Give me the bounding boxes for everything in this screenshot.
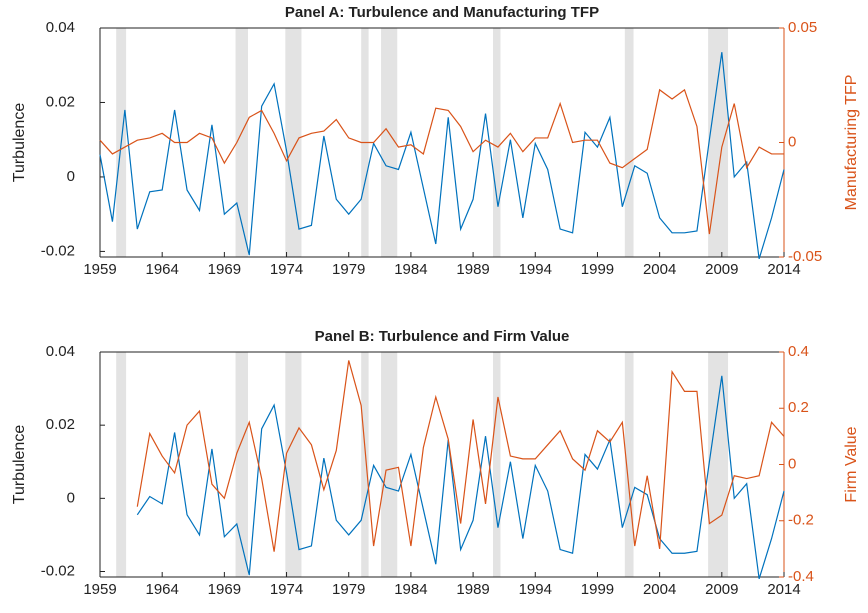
y-axis-label: Turbulence [11, 103, 28, 183]
x-tick-label: 1994 [519, 261, 552, 278]
recession-band [708, 28, 729, 257]
x-tick-label: 1979 [332, 261, 365, 278]
recession-band [624, 352, 634, 577]
x-tick-label: 1974 [270, 261, 303, 278]
series-line [136, 360, 785, 552]
series-line [99, 52, 785, 260]
y2-tick-label: 0.05 [788, 19, 817, 36]
y-tick-label: 0.02 [46, 93, 75, 110]
recession-band [285, 28, 302, 257]
y-tick-label: 0 [67, 489, 75, 506]
y2-tick-label: -0.05 [788, 248, 822, 265]
x-tick-label: 1979 [332, 581, 365, 598]
x-tick-label: 1994 [519, 581, 552, 598]
recession-band [492, 28, 501, 257]
x-tick-label: 1999 [581, 261, 614, 278]
y2-tick-label: -0.4 [788, 568, 814, 585]
y2-tick-label: 0.4 [788, 343, 809, 360]
x-tick-label: 1989 [456, 261, 489, 278]
series-line [99, 88, 784, 235]
y2-tick-label: 0.2 [788, 399, 809, 416]
y-axis-label: Turbulence [11, 425, 28, 505]
y2-tick-label: 0 [788, 455, 796, 472]
y-tick-label: 0 [67, 168, 75, 185]
x-tick-label: 1964 [145, 581, 178, 598]
x-tick-label: 2004 [643, 261, 676, 278]
y2-tick-label: -0.2 [788, 512, 814, 529]
recession-band [235, 28, 248, 257]
recession-band [381, 352, 398, 577]
y-tick-label: 0.04 [46, 343, 75, 360]
chart-title: Panel B: Turbulence and Firm Value [315, 328, 570, 345]
recession-band [381, 28, 398, 257]
x-tick-label: 2009 [705, 261, 738, 278]
x-tick-label: 1999 [581, 581, 614, 598]
x-tick-label: 1974 [270, 581, 303, 598]
x-tick-label: 1959 [83, 581, 116, 598]
x-tick-label: 1984 [394, 261, 427, 278]
recession-band [116, 352, 127, 577]
y-tick-label: -0.02 [41, 562, 75, 579]
y2-axis-label: Firm Value [843, 426, 860, 502]
x-tick-label: 1959 [83, 261, 116, 278]
y-tick-label: 0.04 [46, 19, 75, 36]
recession-band [235, 352, 248, 577]
recession-band [492, 352, 501, 577]
x-tick-label: 1964 [145, 261, 178, 278]
x-tick-label: 1969 [208, 581, 241, 598]
x-tick-label: 2014 [767, 581, 800, 598]
recession-band [285, 352, 302, 577]
recession-band [708, 352, 729, 577]
y2-axis-label: Manufacturing TFP [843, 75, 860, 211]
y-tick-label: 0.02 [46, 416, 75, 433]
y-tick-label: -0.02 [41, 242, 75, 259]
series-line [136, 375, 785, 580]
recession-band [624, 28, 634, 257]
x-tick-label: 1984 [394, 581, 427, 598]
x-tick-label: 1969 [208, 261, 241, 278]
y2-tick-label: 0 [788, 133, 796, 150]
x-tick-label: 2004 [643, 581, 676, 598]
x-tick-label: 2014 [767, 261, 800, 278]
x-tick-label: 2009 [705, 581, 738, 598]
x-tick-label: 1989 [456, 581, 489, 598]
recession-band [361, 352, 369, 577]
chart-title: Panel A: Turbulence and Manufacturing TF… [285, 4, 599, 21]
